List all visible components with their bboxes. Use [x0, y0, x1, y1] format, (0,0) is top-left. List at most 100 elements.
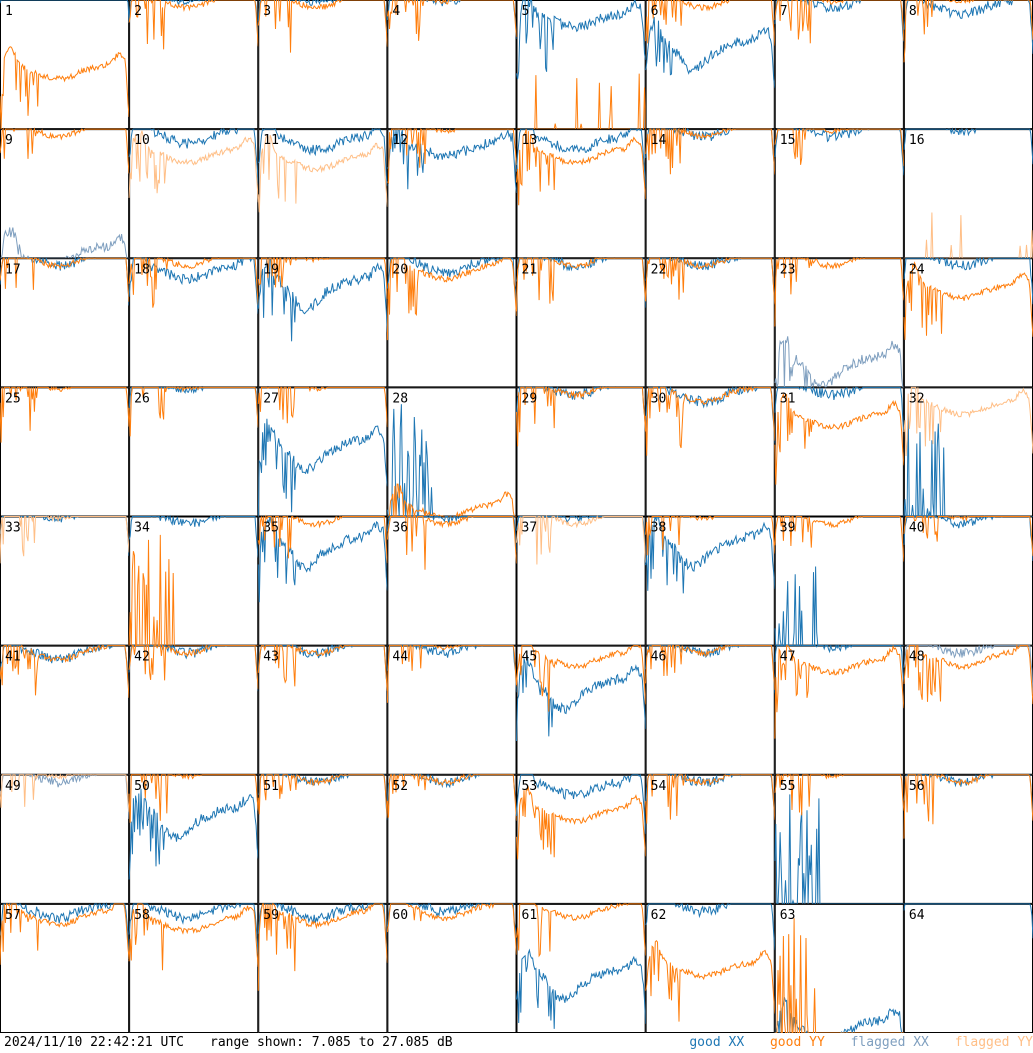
panel-number: 17 — [5, 262, 21, 277]
series-good-xx — [257, 256, 388, 342]
legend-good-yy: good YY — [769, 1035, 825, 1050]
panel-frame — [129, 645, 259, 775]
panel-29: 29 — [516, 385, 647, 517]
panel-number: 2 — [134, 4, 142, 19]
series-good-yy — [0, 902, 130, 965]
panel-number: 22 — [651, 262, 667, 277]
panel-frame — [258, 516, 388, 646]
panel-4: 4 — [386, 0, 517, 130]
panel-number: 20 — [392, 262, 408, 277]
series-good-xx — [645, 16, 776, 89]
series-good-xx — [774, 997, 904, 1033]
series-good-yy — [386, 773, 517, 821]
panel-56: 56 — [903, 773, 1033, 904]
panel-number: 3 — [263, 4, 271, 19]
panel-frame — [0, 903, 130, 1033]
panel-number: 9 — [5, 133, 13, 148]
panel-frame — [645, 645, 775, 775]
panel-number: 64 — [909, 908, 925, 923]
panel-frame — [774, 387, 904, 517]
series-good-yy — [774, 644, 905, 739]
series-good-yy — [386, 257, 517, 341]
panel-60: 60 — [386, 902, 517, 1033]
panel-frame — [258, 387, 388, 517]
series-good-xx — [0, 0, 130, 23]
panel-frame — [645, 0, 775, 130]
panel-39: 39 — [774, 515, 905, 647]
panel-number: 38 — [651, 521, 667, 536]
panel-26: 26 — [128, 385, 259, 517]
panel-frame — [903, 258, 1033, 388]
panel-number: 19 — [263, 262, 279, 277]
series-good-xx — [516, 948, 647, 1029]
series-good-yy — [128, 257, 259, 308]
panel-16: 16 — [903, 127, 1033, 259]
series-good-yy — [516, 257, 647, 312]
panel-number: 24 — [909, 262, 925, 277]
series-good-xx — [645, 903, 776, 951]
panel-frame — [0, 258, 130, 388]
series-good-xx — [128, 788, 259, 880]
panel-22: 22 — [645, 256, 776, 388]
panel-frame — [387, 774, 517, 904]
legend: good XX good YY flagged XX flagged YY — [671, 1035, 1033, 1050]
series-good-xx — [386, 0, 517, 39]
legend-flagged-yy: flagged YY — [954, 1035, 1033, 1050]
series-good-xx — [774, 0, 905, 42]
panel-number: 6 — [651, 4, 659, 19]
panel-43: 43 — [257, 643, 388, 775]
panel-52: 52 — [386, 773, 517, 904]
panel-number: 59 — [263, 908, 279, 923]
series-good-yy — [257, 774, 388, 819]
series-flagged-yy — [903, 386, 1033, 457]
series-good-yy — [0, 46, 130, 130]
panel-28: 28 — [386, 387, 517, 519]
panel-12: 12 — [387, 128, 517, 259]
panel-13: 13 — [516, 127, 647, 259]
panel-30: 30 — [645, 385, 776, 517]
panel-42: 42 — [128, 644, 259, 775]
panel-number: 25 — [5, 391, 21, 406]
series-good-yy — [903, 643, 1033, 705]
panel-frame — [129, 387, 259, 517]
panel-frame — [387, 258, 517, 388]
series-flagged-yy — [903, 212, 1033, 259]
panel-frame — [516, 774, 646, 904]
panel-number: 53 — [522, 779, 538, 794]
series-good-yy — [516, 73, 647, 130]
series-good-xx — [128, 514, 259, 558]
panel-58: 58 — [128, 903, 259, 1033]
series-good-xx — [516, 655, 647, 742]
series-good-yy — [516, 128, 647, 206]
panel-number: 27 — [263, 391, 279, 406]
panel-frame — [774, 774, 904, 904]
panel-number: 49 — [5, 779, 21, 794]
panel-number: 4 — [392, 4, 400, 19]
series-good-xx — [903, 127, 1033, 165]
panel-frame — [903, 903, 1033, 1033]
series-good-xx — [128, 903, 259, 955]
panel-number: 31 — [780, 391, 796, 406]
panel-frame — [903, 645, 1033, 775]
panel-number: 48 — [909, 650, 925, 665]
series-good-yy — [0, 644, 130, 698]
panel-62: 62 — [645, 903, 776, 1033]
panel-37: 37 — [516, 514, 647, 646]
panel-number: 28 — [392, 391, 408, 406]
panel-number: 45 — [522, 650, 538, 665]
series-good-yy — [128, 534, 259, 647]
series-good-yy — [774, 515, 905, 562]
footer: 2024/11/10 22:42:21 UTC range shown: 7.0… — [0, 1033, 1033, 1053]
series-good-yy — [257, 514, 388, 564]
panel-44: 44 — [386, 643, 517, 775]
series-flagged-xx — [903, 644, 1033, 695]
series-good-yy — [774, 918, 904, 1033]
legend-good-xx: good XX — [689, 1035, 745, 1050]
series-good-yy — [387, 128, 517, 184]
panel-number: 44 — [392, 650, 408, 665]
series-good-yy — [257, 386, 388, 428]
series-good-yy — [774, 773, 905, 816]
series-good-xx — [645, 515, 776, 594]
panel-17: 17 — [0, 256, 130, 388]
panel-number: 12 — [392, 133, 408, 148]
